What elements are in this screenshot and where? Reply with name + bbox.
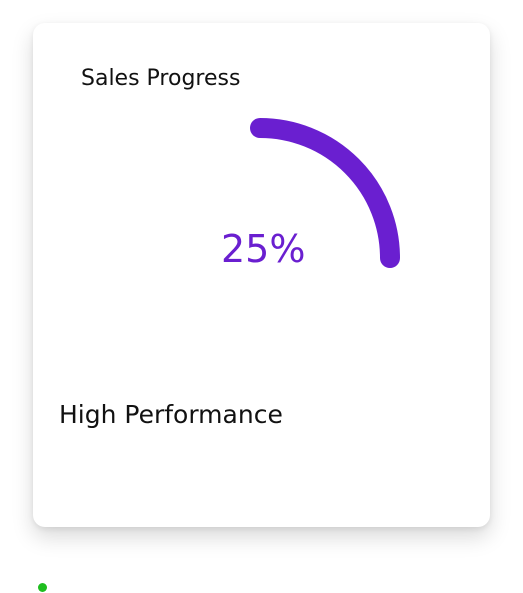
card-title: Sales Progress bbox=[81, 66, 241, 91]
progress-percentage: 25% bbox=[221, 227, 306, 271]
progress-arc-fill bbox=[250, 118, 400, 268]
status-dot bbox=[38, 583, 47, 592]
sales-progress-card: Sales Progress 25% High Performance bbox=[33, 23, 490, 527]
progress-arc-gauge bbox=[250, 118, 400, 268]
performance-label: High Performance bbox=[59, 400, 283, 429]
